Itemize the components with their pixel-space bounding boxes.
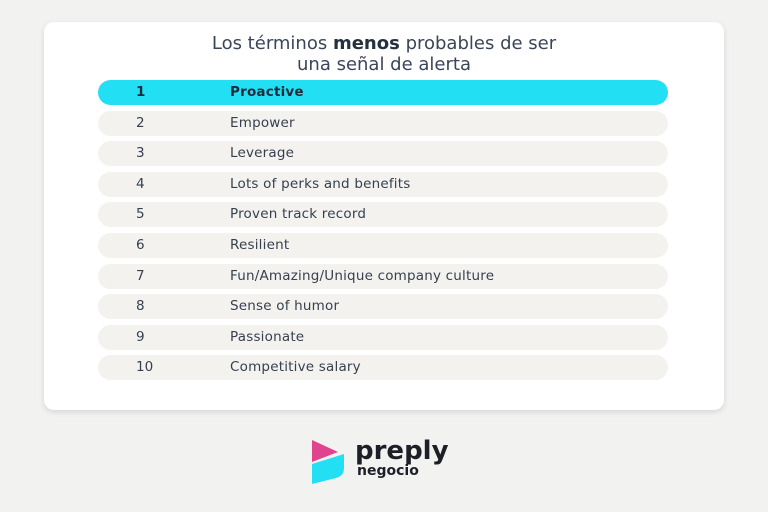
title-line2: una señal de alerta [297,54,471,75]
logo-brand: preply [355,436,449,466]
rank: 1 [136,84,146,100]
logo: preply negocio [308,436,478,486]
rank: 8 [136,298,145,315]
title: Los términos menos probables de ser una … [44,33,724,75]
rank: 3 [136,145,145,162]
table-row: 4 Lots of perks and benefits [98,171,668,197]
title-end: probables de ser [405,33,557,54]
rank: 6 [136,236,145,253]
rank: 9 [136,328,145,345]
term: Proven track record [230,206,367,223]
rank: 5 [136,206,145,223]
table-row: 8 Sense of humor [98,294,668,320]
table-row: 3 Leverage [98,141,668,167]
logo-sub: negocio [357,463,419,479]
table-row: 6 Resilient [98,232,668,258]
term: Proactive [230,84,304,100]
term: Sense of humor [230,298,340,315]
term: Leverage [230,145,295,162]
card: Los términos menos probables de ser una … [44,22,724,410]
term: Lots of perks and benefits [230,175,411,192]
logo-shape-pink [312,440,338,462]
title-bold: menos [332,33,400,54]
rank: 7 [136,267,145,284]
table-row: 5 Proven track record [98,202,668,228]
table-row: 9 Passionate [98,324,668,350]
term: Fun/Amazing/Unique company culture [230,267,495,284]
rank: 4 [136,175,145,192]
term: Empower [230,114,295,131]
rank: 10 [136,359,154,376]
logo-shape-cyan [312,454,344,484]
term: Passionate [230,328,305,345]
term: Competitive salary [230,359,361,376]
title-start: Los términos [211,33,328,54]
logo-icon [312,440,344,484]
table-row: 10 Competitive salary [98,355,668,381]
table-row: 1 Proactive [98,80,668,105]
table: 1 Proactive 2 Empower 3 Leverage 4 Lots of perk… [98,80,668,386]
table-row: 7 Fun/Amazing/Unique company culture [98,263,668,289]
rank: 2 [136,114,145,131]
table-row: 2 Empower [98,110,668,136]
term: Resilient [230,236,290,253]
